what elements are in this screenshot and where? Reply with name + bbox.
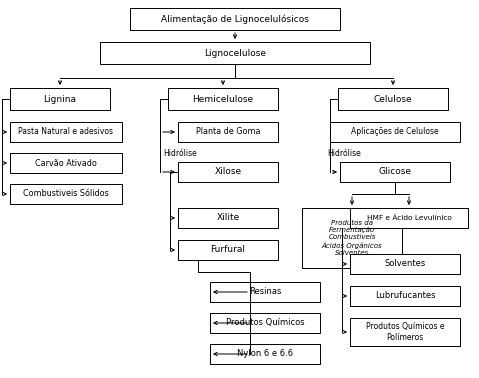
Text: Planta de Goma: Planta de Goma	[196, 127, 260, 136]
Text: Produtos da
Fermentação
Combustíveis
Ácidos Orgânicos
Solventes: Produtos da Fermentação Combustíveis Áci…	[322, 220, 382, 256]
FancyBboxPatch shape	[210, 313, 320, 333]
FancyBboxPatch shape	[210, 282, 320, 302]
FancyBboxPatch shape	[100, 42, 370, 64]
Text: Hidrólise: Hidrólise	[327, 149, 361, 158]
FancyBboxPatch shape	[340, 162, 450, 182]
Text: Hidrólise: Hidrólise	[163, 149, 197, 158]
Text: Xilose: Xilose	[215, 167, 241, 177]
FancyBboxPatch shape	[330, 122, 460, 142]
FancyBboxPatch shape	[302, 208, 402, 268]
Text: Lignocelulose: Lignocelulose	[204, 48, 266, 57]
Text: Solventes: Solventes	[384, 260, 426, 268]
FancyBboxPatch shape	[10, 88, 110, 110]
Text: Carvão Ativado: Carvão Ativado	[35, 158, 97, 167]
Text: Pasta Natural e adesivos: Pasta Natural e adesivos	[19, 127, 114, 136]
FancyBboxPatch shape	[210, 344, 320, 364]
FancyBboxPatch shape	[350, 286, 460, 306]
FancyBboxPatch shape	[178, 208, 278, 228]
FancyBboxPatch shape	[10, 153, 122, 173]
FancyBboxPatch shape	[338, 88, 448, 110]
Text: Furfural: Furfural	[210, 245, 246, 254]
FancyBboxPatch shape	[178, 162, 278, 182]
FancyBboxPatch shape	[168, 88, 278, 110]
Text: Alimentação de Lignocelulósicos: Alimentação de Lignocelulósicos	[161, 14, 309, 24]
FancyBboxPatch shape	[130, 8, 340, 30]
Text: Glicose: Glicose	[378, 167, 411, 177]
Text: Xilite: Xilite	[217, 214, 240, 223]
Text: Lignina: Lignina	[44, 94, 77, 104]
Text: Produtos Químicos: Produtos Químicos	[226, 319, 304, 327]
Text: Hemicelulose: Hemicelulose	[193, 94, 253, 104]
Text: Produtos Químicos e
Polímeros: Produtos Químicos e Polímeros	[366, 322, 444, 342]
Text: Nylon 6 e 6.6: Nylon 6 e 6.6	[237, 350, 293, 358]
FancyBboxPatch shape	[178, 240, 278, 260]
Text: Combustiveis Sólidos: Combustiveis Sólidos	[23, 189, 109, 198]
FancyBboxPatch shape	[178, 122, 278, 142]
Text: HMF e Ácido Levulínico: HMF e Ácido Levulínico	[366, 215, 451, 221]
Text: Celulose: Celulose	[374, 94, 412, 104]
Text: Resinas: Resinas	[249, 288, 281, 296]
FancyBboxPatch shape	[350, 208, 468, 228]
Text: Aplicações de Celulose: Aplicações de Celulose	[351, 127, 439, 136]
FancyBboxPatch shape	[350, 318, 460, 346]
Text: Lubrufucantes: Lubrufucantes	[375, 291, 435, 301]
FancyBboxPatch shape	[10, 122, 122, 142]
FancyBboxPatch shape	[10, 184, 122, 204]
FancyBboxPatch shape	[350, 254, 460, 274]
